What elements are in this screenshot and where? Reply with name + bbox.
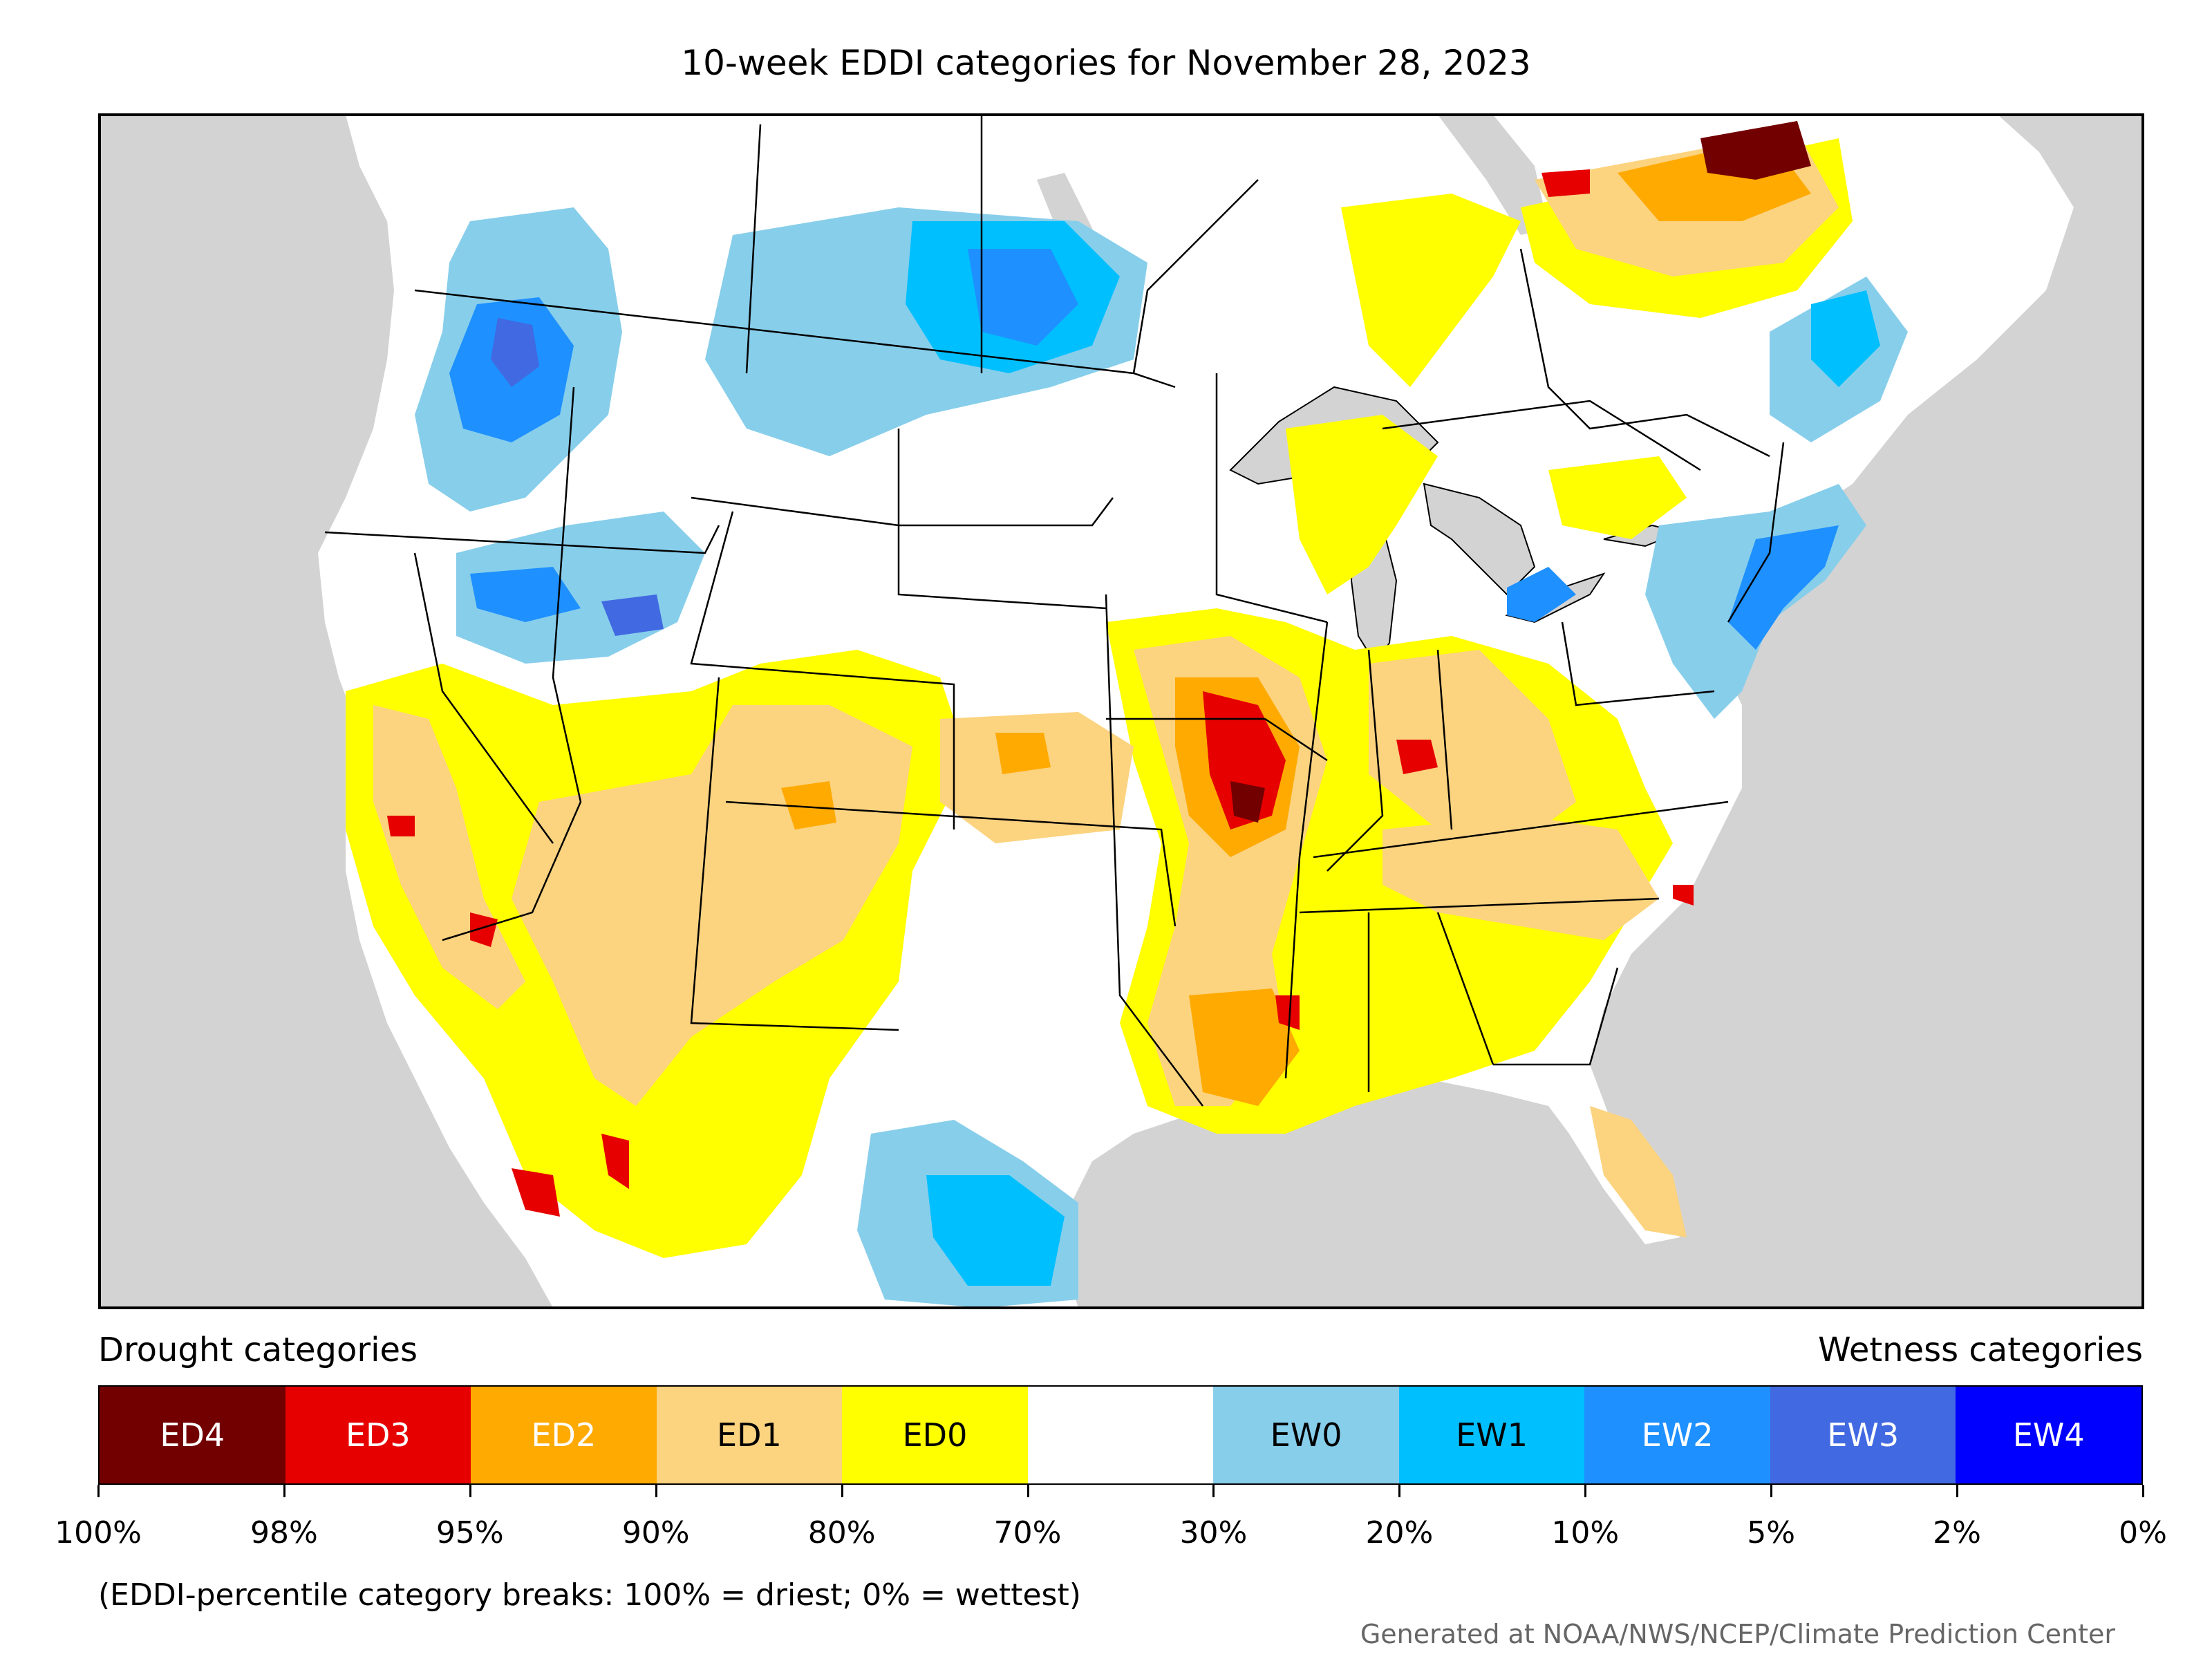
colorbar-tick bbox=[283, 1485, 285, 1497]
colorbar-tick-label: 30% bbox=[1179, 1515, 1248, 1550]
category-swatch-ed4: ED4 bbox=[100, 1387, 285, 1483]
hudson-bay-inlet bbox=[1438, 115, 1548, 235]
political-boundaries bbox=[324, 115, 1785, 1107]
colorbar-tick bbox=[655, 1485, 657, 1497]
colorbar-tick bbox=[469, 1485, 471, 1497]
drought-southeast-ed1 bbox=[1382, 816, 1659, 940]
colorbar-tick-label: 90% bbox=[621, 1515, 690, 1550]
drought-socal-ed3-a bbox=[387, 816, 415, 836]
drought-quebec-ed3 bbox=[1541, 169, 1590, 197]
category-swatch-ew2: EW2 bbox=[1584, 1387, 1770, 1483]
drought-colorado-ed2 bbox=[781, 781, 836, 830]
drought-sonora-ed3 bbox=[601, 1134, 629, 1189]
colorbar-tick bbox=[1027, 1485, 1029, 1497]
drought-great-lakes-ed0 bbox=[1286, 415, 1438, 594]
colorbar-tick-label: 0% bbox=[2119, 1515, 2167, 1550]
category-swatch-ed2: ED2 bbox=[471, 1387, 657, 1483]
colorbar-tick-label: 5% bbox=[1747, 1515, 1796, 1550]
category-swatch-ew3: EW3 bbox=[1770, 1387, 1956, 1483]
wet-northern-plains-deep bbox=[968, 249, 1078, 346]
category-swatch-ew1: EW1 bbox=[1398, 1387, 1585, 1483]
wet-texas-core bbox=[926, 1175, 1065, 1286]
colorbar-tick bbox=[1212, 1485, 1215, 1497]
colorbar-tick-label: 95% bbox=[435, 1515, 504, 1550]
category-swatch-ed3: ED3 bbox=[285, 1387, 471, 1483]
colorbar-tick bbox=[1584, 1485, 1587, 1497]
category-swatch-ed1: ED1 bbox=[656, 1387, 843, 1483]
drought-categories-label: Drought categories bbox=[98, 1331, 418, 1369]
drought-missouri-ed3 bbox=[1203, 691, 1286, 830]
category-swatch-ew4: EW4 bbox=[1956, 1387, 2142, 1483]
colorbar-tick bbox=[2142, 1485, 2144, 1497]
colorbar-tick bbox=[1770, 1485, 1773, 1497]
category-swatch-ew0: EW0 bbox=[1213, 1387, 1399, 1483]
colorbar-tick-label: 100% bbox=[55, 1515, 142, 1550]
drought-kansas-ed2 bbox=[995, 733, 1051, 774]
wet-lake-erie bbox=[1507, 567, 1576, 622]
eddi-map bbox=[98, 113, 2144, 1309]
colorbar-tick-label: 98% bbox=[250, 1515, 318, 1550]
drought-quebec-ed0 bbox=[1341, 194, 1521, 387]
drought-florida-ed1 bbox=[1590, 1106, 1687, 1237]
colorbar-tick-label: 10% bbox=[1551, 1515, 1620, 1550]
map-frame bbox=[98, 113, 2144, 1309]
drought-louisiana-ed2 bbox=[1189, 988, 1300, 1106]
colorbar-tick bbox=[841, 1485, 843, 1497]
wet-great-basin-core2 bbox=[601, 594, 664, 636]
category-breaks-note: (EDDI-percentile category breaks: 100% =… bbox=[98, 1577, 1081, 1613]
wet-northeast-core bbox=[1728, 525, 1839, 650]
drought-kansas-ed1 bbox=[940, 712, 1134, 843]
drought-ohio-valley-ed1 bbox=[1369, 650, 1576, 843]
drought-missouri-ed4 bbox=[1230, 781, 1265, 823]
category-colorbar: ED4 ED3 ED2 ED1 ED0 EW0 EW1 EW2 EW3 EW4 bbox=[98, 1385, 2143, 1485]
wet-pacific-nw-deep bbox=[491, 318, 539, 387]
wet-new-england-core bbox=[1811, 290, 1880, 387]
drought-indiana-ed3 bbox=[1396, 740, 1438, 774]
category-swatch-ed0: ED0 bbox=[842, 1387, 1028, 1483]
colorbar-tick bbox=[1956, 1485, 1959, 1497]
map-title: 10-week EDDI categories for November 28,… bbox=[681, 43, 1531, 83]
drought-baja-ed3 bbox=[512, 1168, 560, 1217]
colorbar-tick bbox=[1398, 1485, 1401, 1497]
credit-line: Generated at NOAA/NWS/NCEP/Climate Predi… bbox=[1360, 1619, 2115, 1649]
wetness-categories-label: Wetness categories bbox=[1818, 1331, 2143, 1369]
drought-mississippi-ed3 bbox=[1275, 995, 1300, 1030]
drought-socal-ed3-b bbox=[470, 912, 498, 947]
colorbar-tick-label: 2% bbox=[1933, 1515, 1981, 1550]
drought-ncarolina-ed3 bbox=[1673, 885, 1694, 906]
colorbar-ticks bbox=[97, 1485, 2144, 1500]
colorbar-tick bbox=[97, 1485, 100, 1497]
colorbar-tick-label: 80% bbox=[807, 1515, 876, 1550]
drought-quebec-ed4 bbox=[1700, 121, 1811, 180]
wet-great-basin-core bbox=[470, 567, 581, 622]
drought-ontario-ed0 bbox=[1548, 456, 1687, 539]
colorbar-tick-label: 70% bbox=[993, 1515, 1062, 1550]
colorbar-tick-label: 20% bbox=[1365, 1515, 1434, 1550]
category-swatch-neutral bbox=[1027, 1387, 1214, 1483]
